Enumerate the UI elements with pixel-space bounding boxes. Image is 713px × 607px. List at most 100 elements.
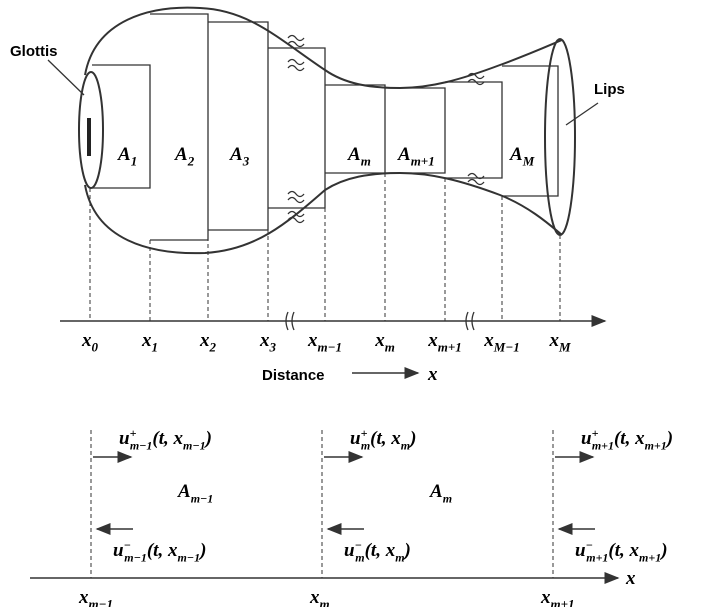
- math-base: (t, x: [614, 428, 645, 449]
- sections: [92, 13, 559, 241]
- math-base: x: [199, 330, 210, 351]
- bottom-axis-symbol: x: [625, 568, 636, 589]
- area-label: Am+1: [397, 144, 435, 169]
- math-base: u: [575, 540, 586, 561]
- math-sub: 1: [131, 154, 138, 169]
- math-sub: m+1: [411, 154, 435, 169]
- segment-area: Am: [429, 481, 452, 505]
- lips-label: Lips: [594, 81, 625, 98]
- math-base: A: [117, 144, 131, 165]
- node-label: xm−1: [78, 587, 113, 607]
- math-sub: m+1: [639, 550, 661, 564]
- math-base: u: [113, 540, 124, 561]
- math-sub: m+1: [592, 438, 614, 452]
- math-base: ): [204, 428, 212, 449]
- math-base: (t, x: [147, 540, 178, 561]
- math-base: x: [141, 330, 152, 351]
- glottis-label: Glottis: [10, 43, 58, 60]
- math-base: ): [198, 540, 206, 561]
- math-sup: −: [355, 538, 362, 552]
- position-label: x3: [259, 330, 277, 355]
- position-label: x1: [141, 330, 158, 355]
- node-label: xm: [309, 587, 330, 607]
- math-base: x: [540, 587, 551, 607]
- position-label: xm: [374, 330, 395, 355]
- math-sub: M: [558, 340, 571, 355]
- math-sub: 1: [152, 340, 159, 355]
- math-base: x: [548, 330, 559, 351]
- math-base: u: [581, 428, 592, 449]
- break-marks: [287, 34, 485, 224]
- math-sub: m−1: [124, 550, 147, 564]
- area-label: A2: [174, 144, 195, 169]
- math-sup: +: [361, 426, 368, 440]
- math-base: u: [119, 428, 130, 449]
- vocal-tract: [47, 6, 599, 255]
- math-sub: m: [355, 550, 364, 564]
- math-base: x: [259, 330, 270, 351]
- math-sub: m−1: [89, 597, 114, 607]
- area-label: A3: [229, 144, 250, 169]
- area-label: Am: [347, 144, 371, 169]
- math-sub: m: [385, 340, 395, 355]
- math-sub: m−1: [177, 550, 200, 564]
- axis-caption: Distance: [262, 367, 325, 384]
- math-base: A: [177, 481, 191, 502]
- math-base: (t, x: [370, 428, 401, 449]
- segment-area: Am−1: [177, 481, 213, 505]
- math-sup: +: [130, 426, 137, 440]
- math-sub: m: [443, 491, 452, 505]
- math-base: x: [81, 330, 92, 351]
- math-base: ): [408, 428, 416, 449]
- area-label: AM: [509, 144, 535, 169]
- math-sub: m: [361, 154, 371, 169]
- math-sub: M: [522, 154, 535, 169]
- position-label: x0: [81, 330, 99, 355]
- axis-symbol: x: [427, 364, 438, 385]
- math-sup: +: [592, 426, 599, 440]
- math-base: ): [659, 540, 667, 561]
- math-sub: M−1: [493, 340, 520, 355]
- math-sub: 3: [269, 340, 277, 355]
- math-sub: m+1: [551, 597, 575, 607]
- math-base: A: [174, 144, 188, 165]
- math-sub: 2: [187, 154, 195, 169]
- axis-breaks: [285, 311, 475, 331]
- glottis-end: [78, 71, 104, 189]
- math-sub: m−1: [130, 438, 153, 452]
- math-base: x: [307, 330, 318, 351]
- math-sub: 2: [209, 340, 217, 355]
- math-base: A: [509, 144, 523, 165]
- math-sub: m−1: [318, 340, 343, 355]
- forward-wave: u+ m(t, xm): [350, 426, 416, 453]
- position-label: xM−1: [483, 330, 519, 355]
- math-sub: m+1: [438, 340, 462, 355]
- math-base: u: [350, 428, 361, 449]
- forward-wave: u+ m+1(t, xm+1): [581, 426, 673, 453]
- math-base: A: [429, 481, 443, 502]
- math-sub: m: [320, 597, 330, 607]
- math-base: A: [397, 144, 411, 165]
- backward-wave: u− m−1(t, xm−1): [113, 538, 206, 565]
- math-base: x: [427, 330, 438, 351]
- math-base: (t, x: [365, 540, 396, 561]
- glottis-pointer: [47, 59, 85, 96]
- backward-wave: u− m(t, xm): [344, 538, 411, 565]
- glottis-bar: [87, 118, 91, 156]
- forward-wave: u+ m−1(t, xm−1): [119, 426, 212, 453]
- position-label: xm−1: [307, 330, 342, 355]
- tract-top: [84, 6, 563, 90]
- position-label: xm+1: [427, 330, 462, 355]
- math-base: ): [665, 428, 673, 449]
- math-sup: −: [124, 538, 131, 552]
- math-base: (t, x: [608, 540, 639, 561]
- lips-pointer: [565, 102, 599, 126]
- node-label: xm+1: [540, 587, 575, 607]
- math-base: x: [374, 330, 385, 351]
- math-base: ): [403, 540, 411, 561]
- math-sub: m: [361, 438, 370, 452]
- math-sub: 3: [242, 154, 250, 169]
- area-label: A1: [117, 144, 137, 169]
